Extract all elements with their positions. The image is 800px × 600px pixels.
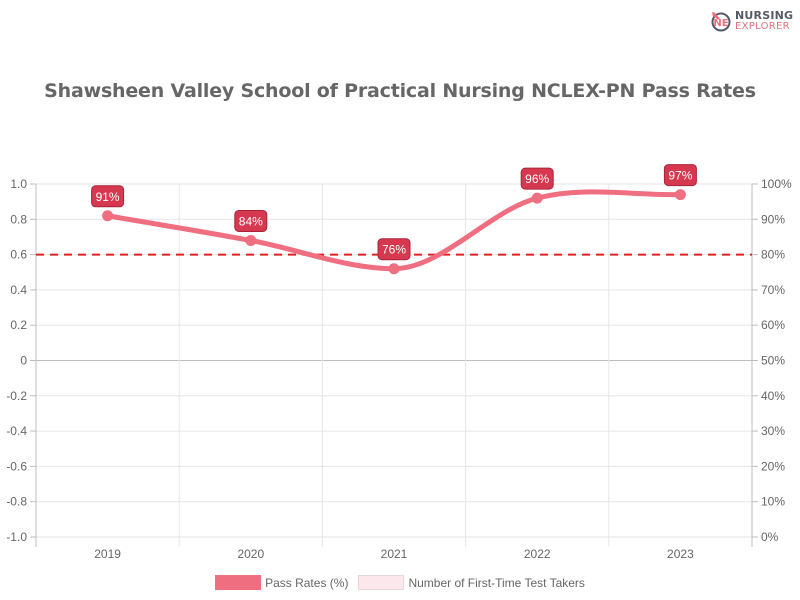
right-axis-tick-label: 0% (761, 530, 779, 544)
data-point[interactable] (674, 189, 686, 201)
right-axis-tick-label: 40% (761, 389, 785, 403)
left-axis-tick-label: -0.4 (6, 424, 27, 438)
data-point[interactable] (388, 263, 400, 275)
left-axis-tick-label: 0.6 (10, 248, 27, 262)
left-axis-tick-label: 1.0 (10, 177, 27, 191)
data-point[interactable] (531, 192, 543, 204)
data-label-text: 84% (239, 214, 263, 228)
x-axis: 2019 2020 2021 2022 2023 (94, 547, 694, 561)
data-label-box (91, 185, 125, 208)
nursing-explorer-logo: NE NURSING EXPLORER (710, 8, 795, 34)
left-axis-tick-label: 0.2 (10, 318, 27, 332)
legend-item-test-takers[interactable]: Number of First-Time Test Takers (358, 575, 585, 590)
right-axis-tick-label: 90% (761, 212, 785, 226)
data-label-box (663, 164, 697, 187)
left-y-axis: 1.0 0.8 0.6 0.4 0.2 0 -0.2 -0.4 -0.6 -0.8 -1.0 (6, 177, 37, 547)
left-axis-tick-label: 0 (20, 354, 27, 368)
svg-text:NE: NE (713, 18, 728, 29)
right-axis-tick-label: 70% (761, 283, 785, 297)
x-axis-tick-label: 2019 (94, 547, 121, 561)
left-axis-tick-label: -0.2 (6, 389, 27, 403)
x-axis-tick-label: 2020 (237, 547, 264, 561)
left-axis-tick-label: -1.0 (6, 530, 27, 544)
data-label-text: 97% (668, 169, 692, 183)
right-axis-tick-label: 30% (761, 424, 785, 438)
right-axis-tick-label: 80% (761, 248, 785, 262)
left-axis-tick-label: -0.6 (6, 459, 27, 473)
data-label-text: 96% (525, 172, 549, 186)
chart-title: Shawsheen Valley School of Practical Nur… (44, 80, 756, 102)
legend-label-pass-rates: Pass Rates (%) (265, 575, 349, 590)
right-axis-tick-label: 20% (761, 459, 785, 473)
x-axis-tick-label: 2023 (667, 547, 694, 561)
data-label-text: 76% (382, 243, 406, 257)
x-axis-tick-label: 2022 (524, 547, 551, 561)
left-axis-tick-label: 0.4 (10, 283, 27, 297)
right-axis-tick-label: 10% (761, 495, 785, 509)
data-label-box (520, 167, 554, 190)
right-axis-tick-label: 50% (761, 354, 785, 368)
right-axis-tick-label: 100% (761, 177, 792, 191)
left-axis-tick-label: 0.8 (10, 212, 27, 226)
data-point[interactable] (102, 210, 114, 222)
left-axis-tick-label: -0.8 (6, 495, 27, 509)
data-label-box (234, 209, 268, 232)
logo-mark-icon: NE (711, 12, 731, 32)
data-points[interactable] (102, 189, 686, 275)
logo-text-nursing: NURSING (735, 9, 794, 22)
chart-legend: Pass Rates (%) Number of First-Time Test… (0, 575, 800, 590)
x-axis-tick-label: 2021 (381, 547, 408, 561)
legend-label-test-takers: Number of First-Time Test Takers (408, 575, 585, 590)
logo-text-explorer: EXPLORER (735, 21, 790, 32)
legend-swatch-test-takers (358, 575, 405, 590)
right-axis-tick-label: 60% (761, 318, 785, 332)
legend-item-pass-rates[interactable]: Pass Rates (%) (215, 575, 348, 590)
data-label-text: 91% (96, 190, 120, 204)
data-labels: 91% 84% 76% 96% 97% (91, 164, 697, 261)
data-point[interactable] (245, 234, 257, 246)
legend-swatch-pass-rates (215, 575, 262, 590)
data-label-box (377, 238, 411, 261)
right-y-axis: 100% 90% 80% 70% 60% 50% 40% 30% 20% 10% 0% (751, 177, 792, 547)
